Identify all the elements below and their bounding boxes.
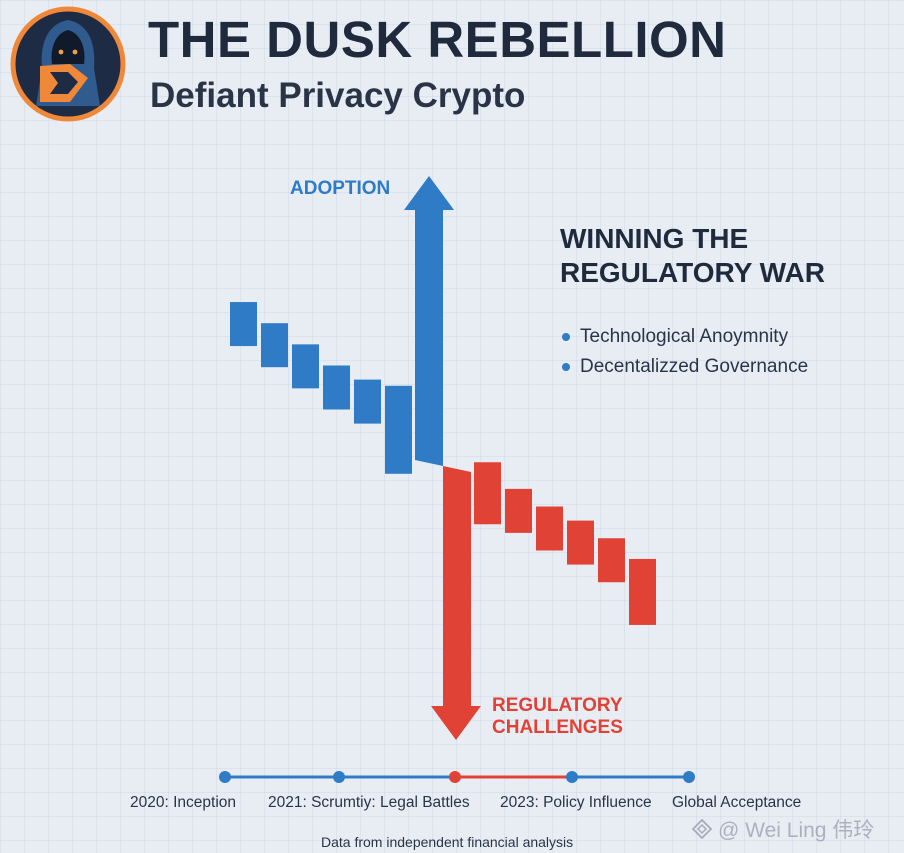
adoption-label: ADOPTION [290, 178, 391, 199]
adoption-bar [292, 344, 319, 389]
binance-diamond-icon [692, 819, 712, 839]
regulatory-label: REGULATORY CHALLENGES [492, 695, 623, 738]
bullet-text: Decentalizzed Governance [580, 356, 809, 377]
bullet-item: Decentalizzed Governance [562, 352, 808, 382]
regulatory-bar [598, 538, 625, 583]
page-title: THE DUSK REBELLION [148, 11, 727, 68]
hooded-figure-shield-icon [10, 6, 126, 122]
adoption-bar [354, 379, 381, 424]
timeline-label: 2020: Inception [130, 794, 237, 811]
bullet-dot-icon [562, 333, 570, 341]
timeline-label: 2023: Policy Influence [500, 794, 652, 811]
bullet-text: Technological Anoymnity [580, 326, 789, 347]
regulatory-arrow [431, 466, 481, 740]
timeline-label: 2021: Scrumtiy: Legal Battles [268, 794, 470, 811]
source-note: Data from independent financial analysis [321, 834, 574, 850]
adoption-arrow [404, 176, 454, 466]
timeline-dot [683, 771, 695, 783]
page-subtitle: Defiant Privacy Crypto [150, 76, 526, 115]
timeline-dot [219, 771, 231, 783]
panel-title: WINNING THE REGULATORY WAR [560, 223, 825, 288]
watermark-text: @ Wei Ling 伟玲 [718, 819, 875, 842]
adoption-bar [385, 385, 412, 474]
timeline-label: Global Acceptance [672, 794, 802, 811]
panel-bullets: Technological Anoymnity Decentalizzed Go… [562, 322, 808, 382]
watermark: @ Wei Ling 伟玲 [692, 814, 874, 844]
bullet-dot-icon [562, 363, 570, 371]
timeline-dot [566, 771, 578, 783]
bullet-item: Technological Anoymnity [562, 322, 808, 352]
regulatory-bar [536, 506, 563, 551]
regulatory-bar [505, 488, 532, 533]
regulatory-bar [567, 520, 594, 565]
regulatory-bar [474, 462, 501, 525]
regulatory-bar [629, 558, 656, 625]
timeline-dot [333, 771, 345, 783]
adoption-bar [261, 323, 288, 368]
adoption-bar [230, 302, 257, 347]
adoption-bar [323, 365, 350, 410]
timeline-dot [449, 771, 461, 783]
logo [10, 6, 126, 122]
